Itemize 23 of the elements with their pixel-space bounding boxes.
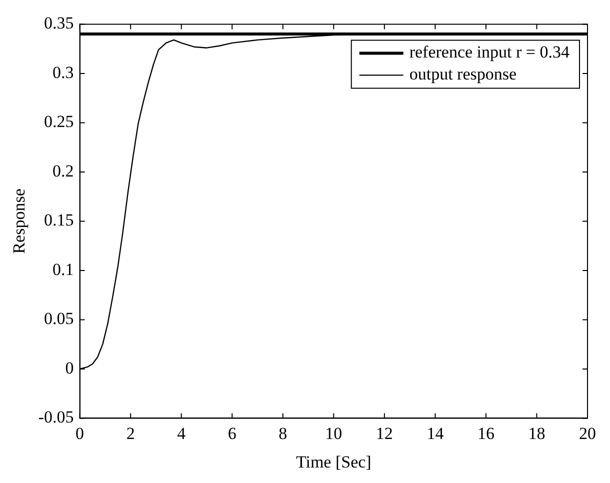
y-tick-label: 0.2 [52,161,74,180]
legend-label: output response [409,64,517,84]
y-tick-label: 0 [65,358,74,378]
y-tick-label: -0.05 [38,408,74,427]
x-tick-label: 8 [278,424,288,443]
y-tick-label: 0.1 [52,260,74,279]
y-tick-label: 0.05 [44,309,74,328]
x-tick-label: 4 [177,424,186,443]
y-tick-label: 0.35 [44,14,74,33]
x-tick-label: 12 [376,424,393,443]
x-tick-label: 14 [426,424,444,443]
x-tick-label: 20 [579,424,596,443]
x-tick-label: 6 [228,424,236,443]
x-tick-label: 10 [325,424,342,443]
x-tick-label: 18 [528,424,546,443]
x-tick-label: 2 [126,424,135,443]
y-tick-label: 0.25 [44,112,74,132]
y-axis-title: Response [10,188,29,254]
y-tick-label: 0.3 [52,62,74,82]
x-tick-label: 16 [477,424,494,443]
legend-label: reference input r = 0.34 [409,42,570,62]
y-tick-label: 0.15 [44,210,74,230]
x-axis-title: Time [Sec] [296,452,372,472]
